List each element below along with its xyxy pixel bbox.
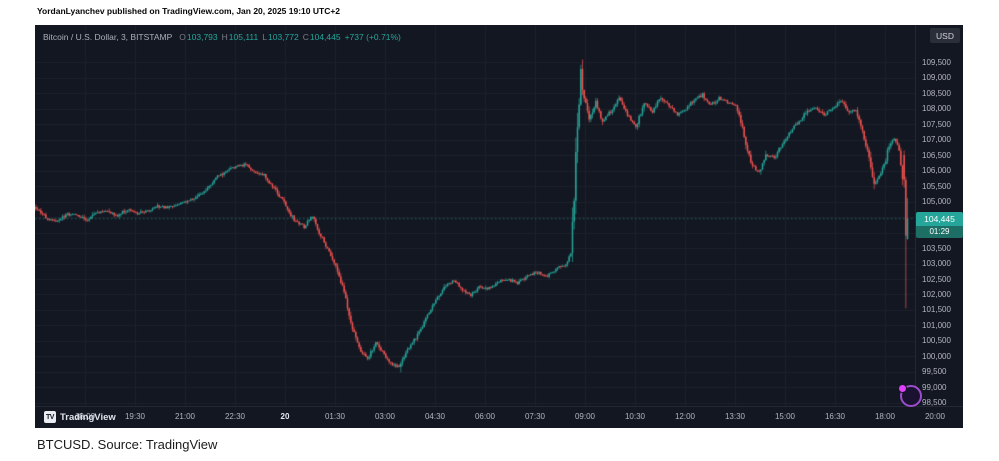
- price-axis-label: 107,500: [922, 119, 951, 129]
- time-axis-label: 21:00: [174, 412, 196, 421]
- time-axis-label: 12:00: [674, 412, 696, 421]
- time-axis-label: 13:30: [724, 412, 746, 421]
- price-axis-label: 100,500: [922, 336, 951, 346]
- tradingview-icon: TV: [44, 411, 56, 423]
- ohlc-value: 103,772: [267, 32, 299, 42]
- price-axis-label: 105,500: [922, 181, 951, 191]
- symbol-title[interactable]: Bitcoin / U.S. Dollar, 3, BITSTAMP: [43, 32, 173, 42]
- time-axis-label: 15:00: [774, 412, 796, 421]
- candlestick-canvas[interactable]: [35, 25, 915, 406]
- price-axis-label: 108,000: [922, 104, 951, 114]
- time-axis-label: 03:00: [374, 412, 396, 421]
- time-axis-label: 16:30: [824, 412, 846, 421]
- price-axis-label: 99,000: [922, 382, 947, 392]
- ohlc-value: 103,793: [186, 32, 218, 42]
- ohlc-key: H: [221, 32, 228, 42]
- price-axis-label: 106,500: [922, 150, 951, 160]
- price-axis-label: 107,000: [922, 135, 951, 145]
- price-axis-label: 99,500: [922, 367, 947, 377]
- ohlc-key: L: [262, 32, 267, 42]
- time-axis-label: 19:30: [124, 412, 146, 421]
- time-axis-label: 04:30: [424, 412, 446, 421]
- price-axis-label: 105,000: [922, 197, 951, 207]
- price-axis-label: 106,000: [922, 166, 951, 176]
- ohlc-key: C: [302, 32, 309, 42]
- time-axis-label: 18:00: [874, 412, 896, 421]
- price-axis-label: 109,500: [922, 57, 951, 67]
- price-axis-label: 109,000: [922, 73, 951, 83]
- legend-ohlc: O103,793 H105,111 L103,772 C104,445 +737 (+0…: [175, 32, 401, 42]
- tradingview-logo-link[interactable]: TV TradingView: [44, 411, 116, 423]
- attribution-link[interactable]: YordanLyanchev published on TradingView.…: [37, 6, 341, 16]
- price-axis-label: 102,500: [922, 274, 951, 284]
- price-axis-label: 103,000: [922, 259, 951, 268]
- chart-area: Bitcoin / U.S. Dollar, 3, BITSTAMP O103,7…: [35, 25, 963, 428]
- price-axis-label: 103,500: [922, 243, 951, 253]
- time-axis[interactable]: 18:00 19:30 21:00 22:30 20 01:30 03:00 04:30 06:…: [35, 406, 963, 428]
- time-axis-label: 01:30: [324, 412, 346, 421]
- time-axis-label: 20:00: [924, 412, 946, 421]
- ohlc-key: O: [179, 32, 186, 42]
- price-axis-label: 102,000: [922, 289, 951, 299]
- publisher-logo-dot: [898, 384, 907, 393]
- current-price-label: 104,445: [916, 211, 963, 226]
- ohlc-value: 105,111: [228, 32, 259, 42]
- caption-text: BTCUSD. Source: TradingView: [37, 437, 218, 452]
- price-axis-label: 98,500: [922, 398, 947, 408]
- price-axis-label: 101,500: [922, 305, 951, 315]
- time-axis-label: 10:30: [624, 412, 646, 421]
- plot-area: [35, 25, 915, 406]
- time-axis-label: 20: [280, 412, 290, 421]
- tradingview-logo-text: TradingView: [60, 411, 116, 423]
- time-axis-label: 18:00: [74, 412, 96, 421]
- currency-toggle-button[interactable]: USD: [930, 28, 960, 43]
- price-axis-label: 100,000: [922, 351, 951, 361]
- time-axis-label: 07:30: [524, 412, 546, 421]
- chart-legend: Bitcoin / U.S. Dollar, 3, BITSTAMP O103,7…: [43, 32, 401, 42]
- time-axis-label: 06:00: [474, 412, 496, 421]
- current-price-badge: 104,445 01:29: [916, 211, 963, 238]
- time-axis-label: 22:30: [224, 412, 246, 421]
- publisher-logo[interactable]: [898, 384, 922, 407]
- ohlc-value: 104,445: [309, 32, 341, 42]
- price-axis-label: 108,500: [922, 88, 951, 98]
- candle-countdown: 01:29: [916, 225, 963, 238]
- price-axis-label: 101,000: [922, 320, 951, 330]
- change-value: +737 (+0.71%): [344, 32, 401, 42]
- time-axis-label: 09:00: [574, 412, 596, 421]
